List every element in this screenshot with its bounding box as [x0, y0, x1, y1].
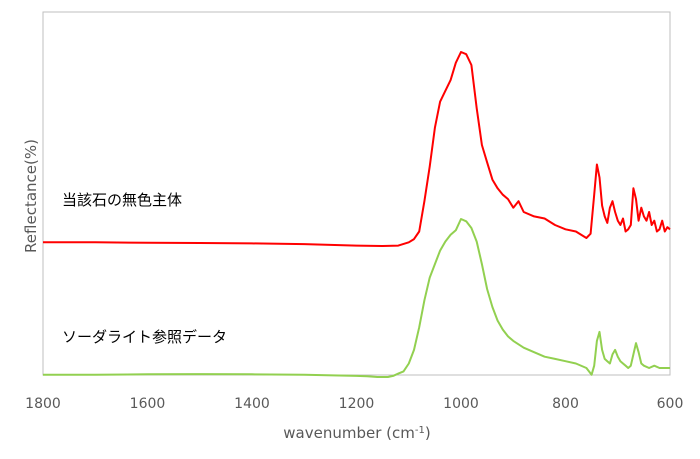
x-axis-label: wavenumber (cm-1) — [283, 424, 430, 442]
y-axis-label: Reflectance(%) — [22, 139, 40, 253]
x-axis-label-main: wavenumber (cm — [283, 424, 415, 442]
series-line-2 — [43, 218, 670, 378]
series-label-1: 当該石の無色主体 — [62, 191, 182, 209]
series-lines — [43, 51, 671, 378]
x-tick-label-5: 800 — [552, 396, 579, 412]
series-line-1 — [43, 51, 671, 247]
x-tick-labels: 1800 1600 1400 1200 1000 800 600 — [25, 396, 683, 412]
x-axis-label-suffix: ) — [425, 424, 431, 442]
x-tick-label-3: 1200 — [339, 396, 375, 412]
series-label-2: ソーダライト参照データ — [62, 328, 227, 346]
x-tick-label-1: 1600 — [130, 396, 166, 412]
x-tick-label-0: 1800 — [25, 396, 61, 412]
x-tick-label-4: 1000 — [443, 396, 479, 412]
x-tick-label-2: 1400 — [234, 396, 270, 412]
x-axis-label-sup: -1 — [415, 425, 425, 436]
x-tick-label-6: 600 — [657, 396, 684, 412]
